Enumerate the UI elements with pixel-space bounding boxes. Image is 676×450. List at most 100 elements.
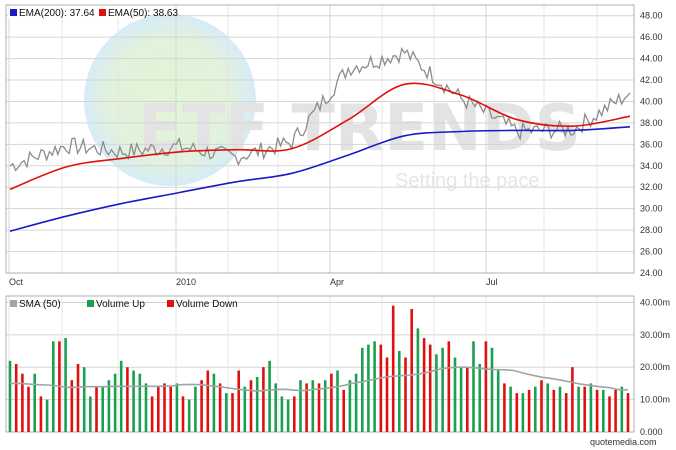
volume-down-bar — [428, 344, 432, 432]
volume-up-bar — [416, 328, 420, 432]
volume-up-bar — [459, 367, 463, 432]
volume-up-bar — [546, 383, 549, 432]
volume-up-bar — [509, 386, 512, 432]
volume-up-legend-label: Volume Up — [96, 299, 145, 310]
price-y-tick: 26.00 — [640, 247, 663, 257]
volume-up-bar — [361, 347, 364, 432]
volume-up-bar — [212, 373, 216, 432]
volume-down-legend-swatch — [167, 300, 174, 307]
price-x-tick: Jul — [486, 277, 498, 287]
volume-down-bar — [595, 389, 599, 432]
volume-up-bar — [82, 367, 86, 432]
volume-up-bar — [323, 380, 327, 432]
volume-down-bar — [447, 341, 451, 432]
volume-up-bar — [589, 383, 593, 432]
volume-up-bar — [435, 354, 438, 432]
volume-down-bar — [305, 383, 308, 432]
volume-up-bar — [45, 399, 49, 432]
volume-up-bar — [348, 380, 352, 432]
volume-down-bar — [422, 338, 426, 432]
ema200-line — [9, 126, 631, 232]
volume-up-bar — [255, 377, 259, 432]
volume-up-bar — [225, 393, 228, 432]
price-x-tick: 2010 — [176, 277, 196, 287]
volume-down-bar — [571, 367, 574, 432]
volume-up-bar — [521, 393, 525, 432]
volume-up-bar — [602, 389, 605, 432]
volume-down-bar — [527, 389, 531, 432]
sma-legend-label: SMA (50) — [19, 299, 61, 310]
volume-down-bar — [150, 396, 154, 432]
volume-y-tick: 0.000 — [640, 427, 663, 437]
volume-down-bar — [626, 393, 630, 432]
volume-down-bar — [330, 373, 333, 432]
volume-down-bar — [163, 383, 166, 432]
price-y-tick: 46.00 — [640, 32, 663, 42]
volume-up-bar — [558, 386, 562, 432]
volume-up-bar — [453, 357, 457, 432]
volume-up-bar — [280, 396, 284, 432]
volume-up-bar — [101, 386, 104, 432]
volume-legend: SMA (50) Volume Up Volume Down — [10, 299, 238, 310]
volume-down-bar — [21, 373, 24, 432]
volume-down-bar — [466, 367, 469, 432]
price-y-tick: 40.00 — [640, 96, 663, 106]
volume-down-bar — [379, 344, 383, 432]
watermark-brand: ETF TRENDS — [138, 92, 581, 166]
volume-down-bar — [404, 357, 407, 432]
volume-down-bar — [249, 380, 253, 432]
volume-down-bar — [262, 367, 265, 432]
volume-up-bar — [441, 347, 444, 432]
volume-down-bar — [39, 396, 43, 432]
ema50-legend-swatch — [99, 9, 106, 16]
volume-sma — [10, 366, 629, 393]
watermark-tagline: Setting the pace — [395, 170, 540, 192]
volume-up-bar — [534, 386, 537, 432]
price-y-tick: 38.00 — [640, 118, 663, 128]
volume-down-bar — [583, 386, 586, 432]
price-series — [9, 46, 631, 232]
volume-bars — [8, 305, 630, 432]
ema50-line — [9, 82, 631, 191]
price-x-tick: Apr — [330, 277, 344, 287]
volume-up-legend-swatch — [87, 300, 94, 307]
volume-up-bar — [311, 380, 315, 432]
volume-y-tick: 10.00m — [640, 395, 670, 405]
volume-up-bar — [175, 383, 179, 432]
volume-up-bar — [367, 344, 370, 432]
price-panel-frame — [5, 4, 635, 274]
volume-down-bar — [540, 380, 543, 432]
volume-down-bar — [237, 370, 240, 432]
price-x-axis: Oct 2010 Apr Jul — [9, 277, 498, 287]
volume-up-bar — [354, 373, 358, 432]
ema200-legend-swatch — [10, 9, 17, 16]
volume-up-bar — [268, 360, 271, 432]
volume-up-bar — [194, 386, 197, 432]
volume-up-bar — [274, 383, 277, 432]
price-y-tick: 34.00 — [640, 161, 663, 171]
volume-down-bar — [200, 380, 203, 432]
watermark: ETF TRENDS Setting the pace — [84, 14, 581, 192]
volume-y-tick: 40.00m — [640, 297, 670, 307]
sma-legend-swatch — [10, 300, 17, 307]
volume-down-bar — [218, 383, 222, 432]
volume-down-bar — [608, 396, 611, 432]
volume-y-axis: 40.00m 30.00m 20.00m 10.00m 0.000 — [640, 297, 670, 437]
volume-down-bar — [410, 309, 413, 432]
volume-y-tick: 30.00m — [640, 330, 670, 340]
volume-down-bar — [317, 383, 321, 432]
volume-down-bar — [126, 367, 129, 432]
volume-up-bar — [496, 370, 500, 432]
price-y-tick: 44.00 — [640, 54, 663, 64]
ema50-legend-label: EMA(50): 38.63 — [108, 8, 178, 19]
price-y-tick: 36.00 — [640, 139, 663, 149]
volume-up-bar — [33, 373, 36, 432]
volume-up-bar — [187, 399, 191, 432]
volume-down-bar — [564, 393, 568, 432]
volume-down-bar — [76, 364, 80, 432]
price-y-tick: 28.00 — [640, 225, 663, 235]
volume-down-bar — [206, 370, 210, 432]
volume-down-bar — [181, 396, 185, 432]
volume-grid — [6, 296, 634, 433]
volume-up-bar — [64, 338, 67, 432]
